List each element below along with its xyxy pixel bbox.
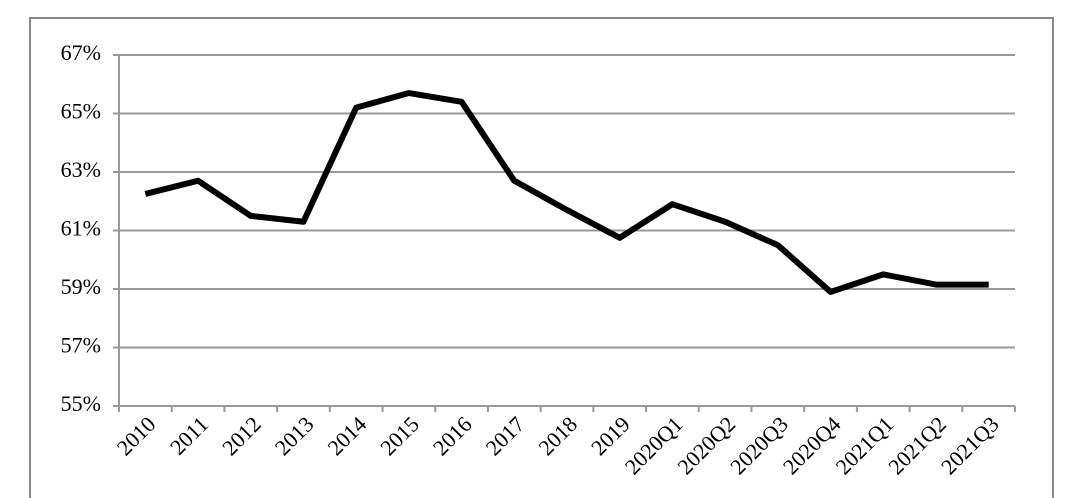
x-tick-label: 2016 — [428, 411, 477, 460]
x-tick-label: 2021Q1 — [831, 411, 899, 479]
x-tick-label: 2011 — [165, 411, 213, 459]
x-tick-label: 2020Q4 — [778, 411, 846, 479]
x-tick-label: 2020Q2 — [672, 411, 740, 479]
y-tick-label: 63% — [61, 157, 101, 182]
chart-frame — [29, 17, 1054, 498]
x-tick-label: 2021Q2 — [883, 411, 951, 479]
y-tick-label: 57% — [61, 333, 101, 358]
x-tick-label: 2014 — [322, 411, 371, 460]
y-tick-label: 55% — [61, 391, 101, 416]
y-tick-label: 61% — [61, 216, 101, 241]
x-tick-label: 2020Q3 — [725, 411, 793, 479]
x-tick-label: 2017 — [481, 411, 530, 460]
x-tick-label: 2021Q3 — [936, 411, 1004, 479]
y-tick-label: 59% — [61, 274, 101, 299]
y-tick-label: 65% — [61, 99, 101, 124]
x-tick-label: 2020Q1 — [620, 411, 688, 479]
y-tick-label: 67% — [61, 40, 101, 65]
x-tick-label: 2013 — [270, 411, 319, 460]
x-tick-label: 2010 — [112, 411, 161, 460]
x-tick-label: 2015 — [375, 411, 424, 460]
x-tick-label: 2018 — [533, 411, 582, 460]
x-tick-label: 2012 — [217, 411, 266, 460]
data-line — [144, 90, 989, 295]
